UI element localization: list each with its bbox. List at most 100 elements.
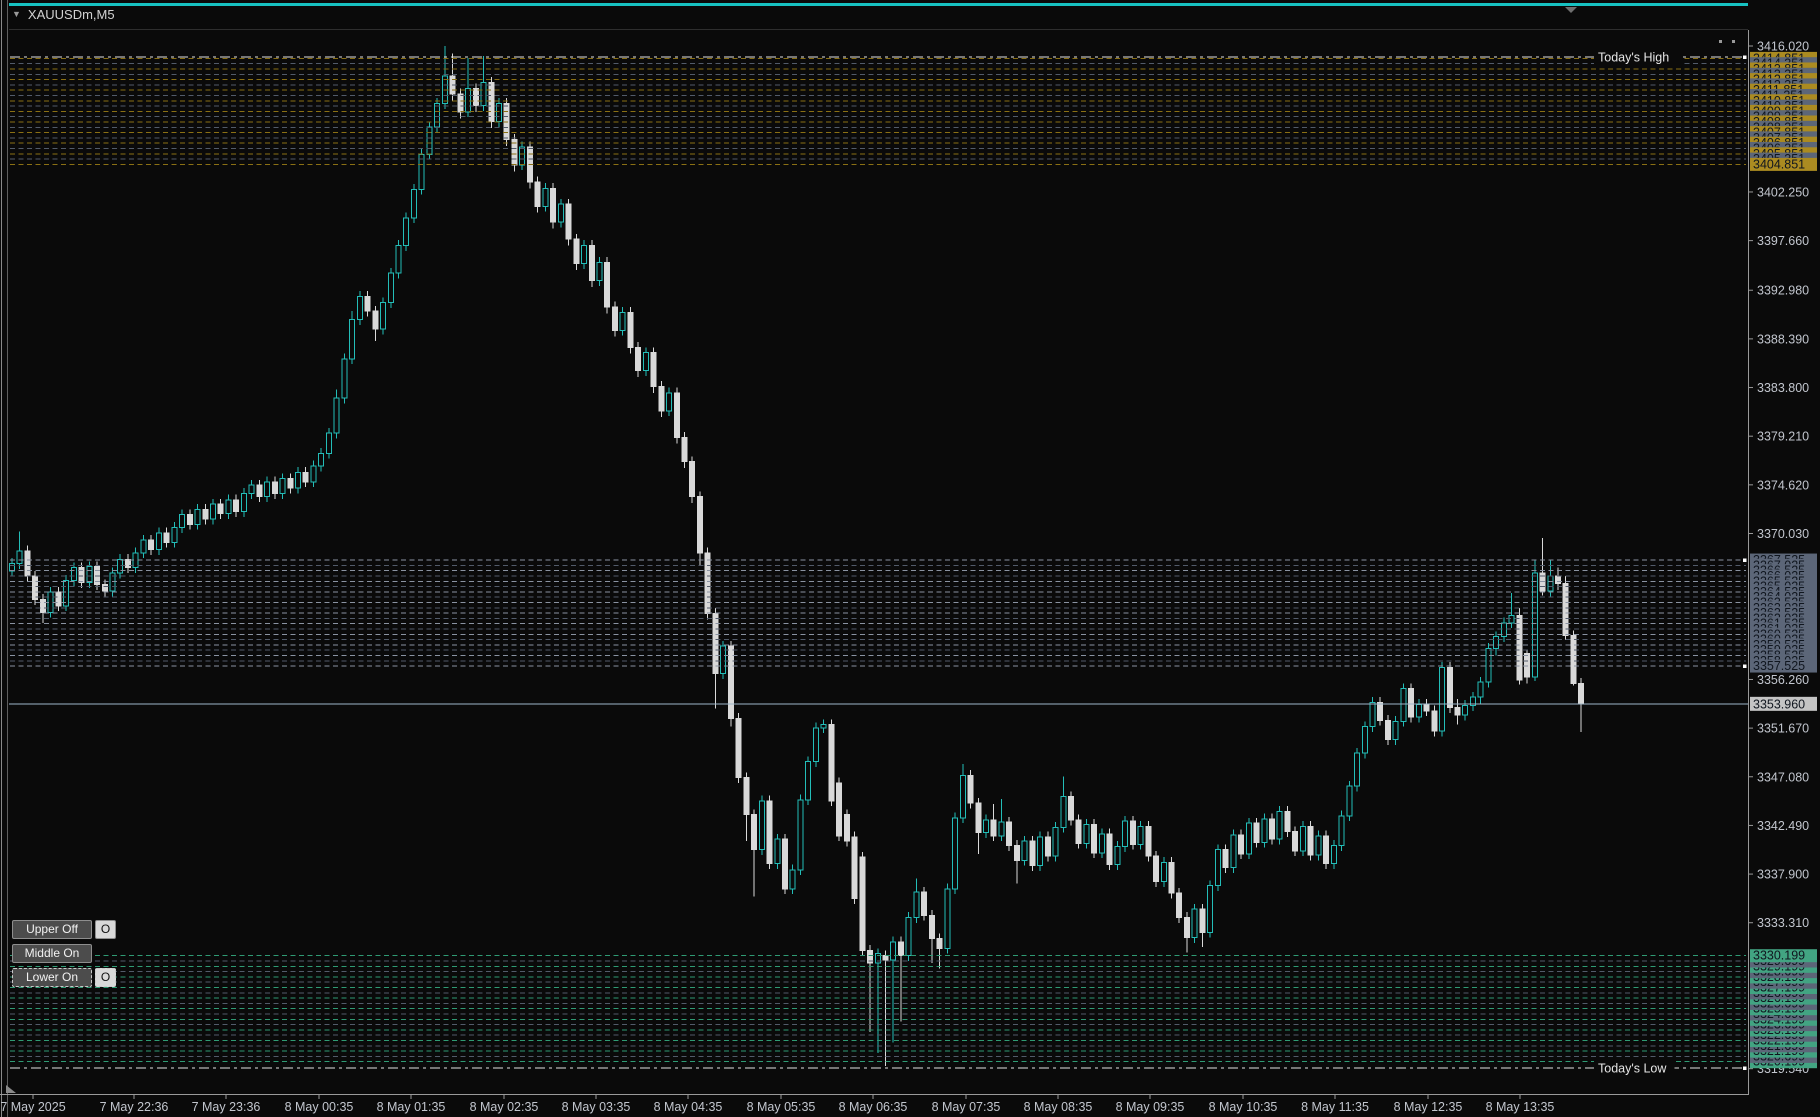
candle-body <box>503 102 510 140</box>
candle-body <box>472 88 479 107</box>
candle-body <box>1377 701 1384 721</box>
candle-body <box>202 508 209 520</box>
candle-body <box>851 836 858 899</box>
candle-body <box>928 914 935 940</box>
chevron-down-icon: ▼ <box>12 9 21 19</box>
zone-level-label: 3404.851 <box>1753 157 1805 171</box>
candle-body <box>395 244 402 274</box>
symbol-period-text: XAUUSDm,M5 <box>27 7 115 22</box>
upper-toggle-button[interactable]: Upper Off <box>12 920 92 939</box>
candle-body <box>349 319 356 360</box>
candle-body <box>16 550 23 564</box>
candle-body <box>689 461 696 498</box>
lower-toggle-button[interactable]: Lower On <box>12 968 92 987</box>
candle-body <box>1299 825 1306 852</box>
candle-body <box>720 645 727 675</box>
object-handle <box>1743 558 1747 563</box>
candle-body <box>905 917 912 957</box>
price-tick-label: 3416.020 <box>1757 40 1809 54</box>
candle-body <box>325 432 332 454</box>
price-axis[interactable]: 3416.020 3402.250 3397.660 3392.980 3388.390… <box>1748 40 1817 1077</box>
candle-body <box>1106 833 1113 866</box>
candle-body <box>1547 575 1554 592</box>
candle-body <box>843 814 850 842</box>
candle-body <box>333 397 340 434</box>
candle-body <box>78 567 85 584</box>
candle-body <box>1207 885 1214 933</box>
candle-body <box>542 187 549 207</box>
candle-body <box>789 869 796 890</box>
candle-body <box>217 503 224 515</box>
time-tick-label: 8 May 10:35 <box>1209 1100 1278 1114</box>
candle-body <box>1129 820 1136 845</box>
candle-body <box>1183 917 1190 939</box>
time-axis[interactable]: 7 May 2025 7 May 22:36 7 May 23:36 8 May 00… <box>0 1095 1554 1114</box>
candle-body <box>1400 688 1407 722</box>
candle-body <box>1477 681 1484 698</box>
candle-body <box>1083 823 1090 844</box>
candle-body <box>836 782 843 837</box>
candle-body <box>511 138 518 166</box>
time-tick-label: 7 May 23:36 <box>192 1100 261 1114</box>
candle-body <box>1245 822 1252 855</box>
candle-body <box>882 955 889 961</box>
candle-body <box>982 819 989 834</box>
candle-body <box>650 352 657 387</box>
middle-toggle-button[interactable]: Middle On <box>12 944 92 963</box>
candle-body <box>944 888 951 949</box>
candle-body <box>1462 705 1469 716</box>
time-tick-label: 8 May 13:35 <box>1486 1100 1555 1114</box>
candle-body <box>596 261 603 281</box>
candle-body <box>611 306 618 331</box>
candle-body <box>1524 653 1531 678</box>
candle-body <box>952 817 959 890</box>
candle-body <box>233 499 240 513</box>
object-handle <box>1743 664 1747 669</box>
candle-body <box>921 891 928 916</box>
candle-body <box>1214 849 1221 887</box>
candle-body <box>557 203 564 223</box>
candle-body <box>805 761 812 801</box>
upper-o-button[interactable]: O <box>95 920 116 939</box>
time-tick-label: 8 May 08:35 <box>1024 1100 1093 1114</box>
candle-body <box>1013 844 1020 861</box>
candle-body <box>897 941 904 957</box>
current-price-label-bg <box>1750 696 1817 711</box>
candle-body <box>124 558 131 569</box>
candle-body <box>1469 696 1476 707</box>
time-tick-label: 8 May 00:35 <box>285 1100 354 1114</box>
candle-body <box>1052 826 1059 857</box>
candle-body <box>1408 688 1415 718</box>
candle-body <box>1160 861 1167 882</box>
plot-area[interactable]: Today's High Today's Low <box>9 46 1748 1076</box>
candle-body <box>171 526 178 543</box>
candle-body <box>874 953 881 964</box>
candle-body <box>364 295 371 312</box>
candle-body <box>9 562 15 572</box>
time-tick-label: 7 May 2025 <box>0 1100 65 1114</box>
candle-body <box>1292 831 1299 852</box>
candle-body <box>372 310 379 330</box>
candle-body <box>1562 583 1569 637</box>
object-handle <box>1743 55 1747 59</box>
candle-body <box>1021 840 1028 861</box>
today-low-label-bg <box>1594 1060 1675 1076</box>
candle-body <box>751 814 758 851</box>
window-frame-line <box>7 0 8 1117</box>
price-tick-label: 3392.980 <box>1757 284 1809 298</box>
candle-body <box>318 452 325 467</box>
candle-body <box>264 481 271 498</box>
candle-body <box>380 302 387 330</box>
candle-body <box>480 81 487 107</box>
candle-body <box>820 724 827 729</box>
candle-body <box>990 819 997 837</box>
candle-body <box>248 484 255 495</box>
time-tick-label: 7 May 22:36 <box>100 1100 169 1114</box>
candle-body <box>666 392 673 412</box>
candle-body <box>86 566 93 584</box>
candle-body <box>186 514 193 525</box>
lower-o-button[interactable]: O <box>95 968 116 987</box>
candle-body <box>457 93 464 113</box>
candle-body <box>1068 796 1075 821</box>
